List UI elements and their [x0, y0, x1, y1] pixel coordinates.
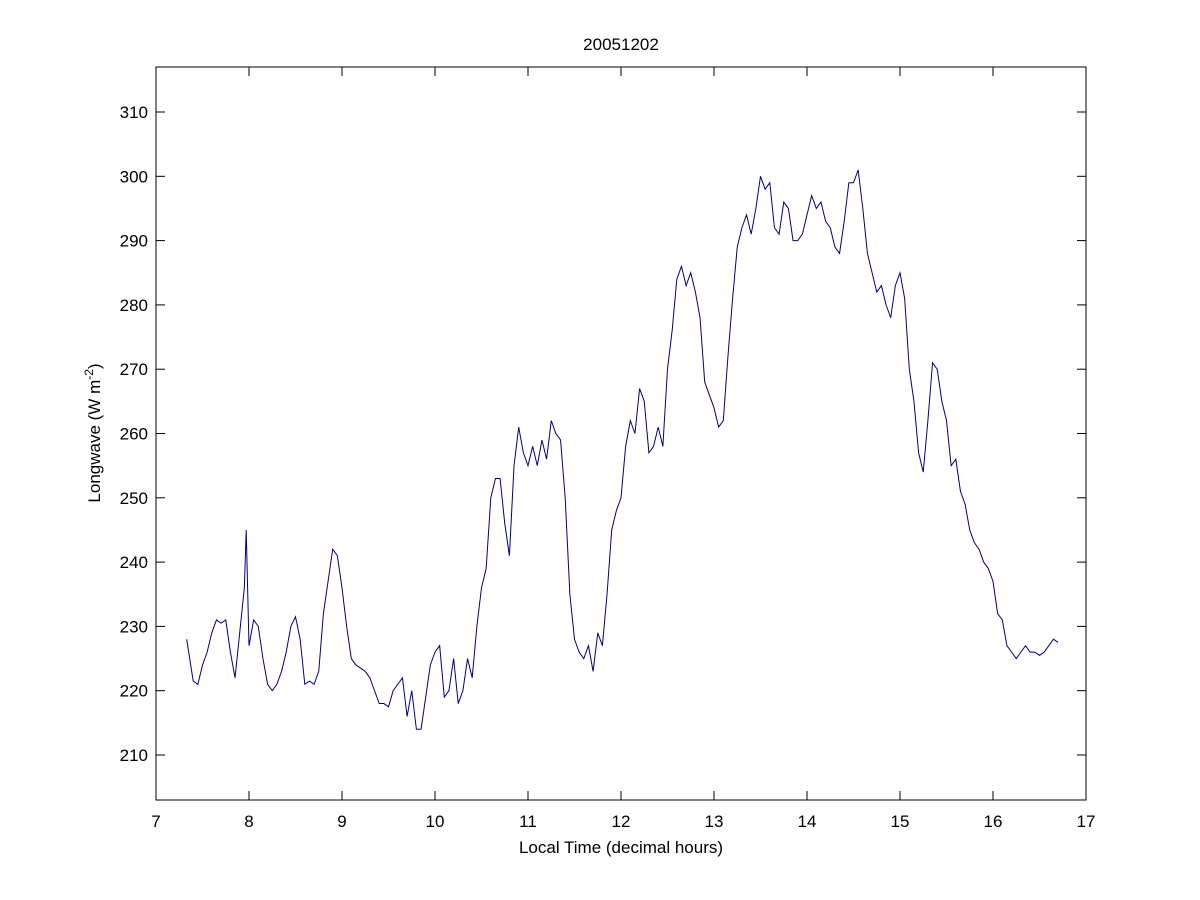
y-tick-label: 220 — [120, 682, 148, 701]
chart-title: 20051202 — [583, 35, 659, 54]
y-axis-label-end: ) — [85, 363, 104, 369]
x-tick-label: 15 — [891, 812, 910, 831]
y-tick-label: 250 — [120, 489, 148, 508]
y-tick-label: 240 — [120, 553, 148, 572]
axes-box — [155, 66, 1087, 801]
x-tick-label: 11 — [519, 812, 537, 831]
data-line — [186, 169, 1059, 730]
x-tick-label: 17 — [1077, 812, 1096, 831]
y-tick-label: 270 — [120, 360, 148, 379]
y-tick-label: 230 — [120, 617, 148, 636]
y-axis-label: Longwave (W m-2) — [82, 363, 104, 502]
x-tick-label: 9 — [337, 812, 346, 831]
y-axis-label-main: Longwave (W m — [85, 380, 104, 503]
x-tick-label: 13 — [705, 812, 724, 831]
y-tick-label: 210 — [120, 746, 148, 765]
x-axis-label: Local Time (decimal hours) — [519, 838, 723, 857]
y-tick-label: 310 — [120, 103, 148, 122]
x-tick-label: 14 — [798, 812, 817, 831]
y-tick-label: 280 — [120, 296, 148, 315]
x-tick-label: 7 — [151, 812, 160, 831]
y-tick-label: 260 — [120, 425, 148, 444]
x-tick-label: 8 — [244, 812, 253, 831]
x-tick-label: 10 — [426, 812, 445, 831]
y-tick-label: 290 — [120, 232, 148, 251]
x-tick-label: 12 — [612, 812, 631, 831]
x-tick-label: 16 — [984, 812, 1003, 831]
y-axis-label-sup: -2 — [82, 369, 96, 380]
y-tick-label: 300 — [120, 167, 148, 186]
